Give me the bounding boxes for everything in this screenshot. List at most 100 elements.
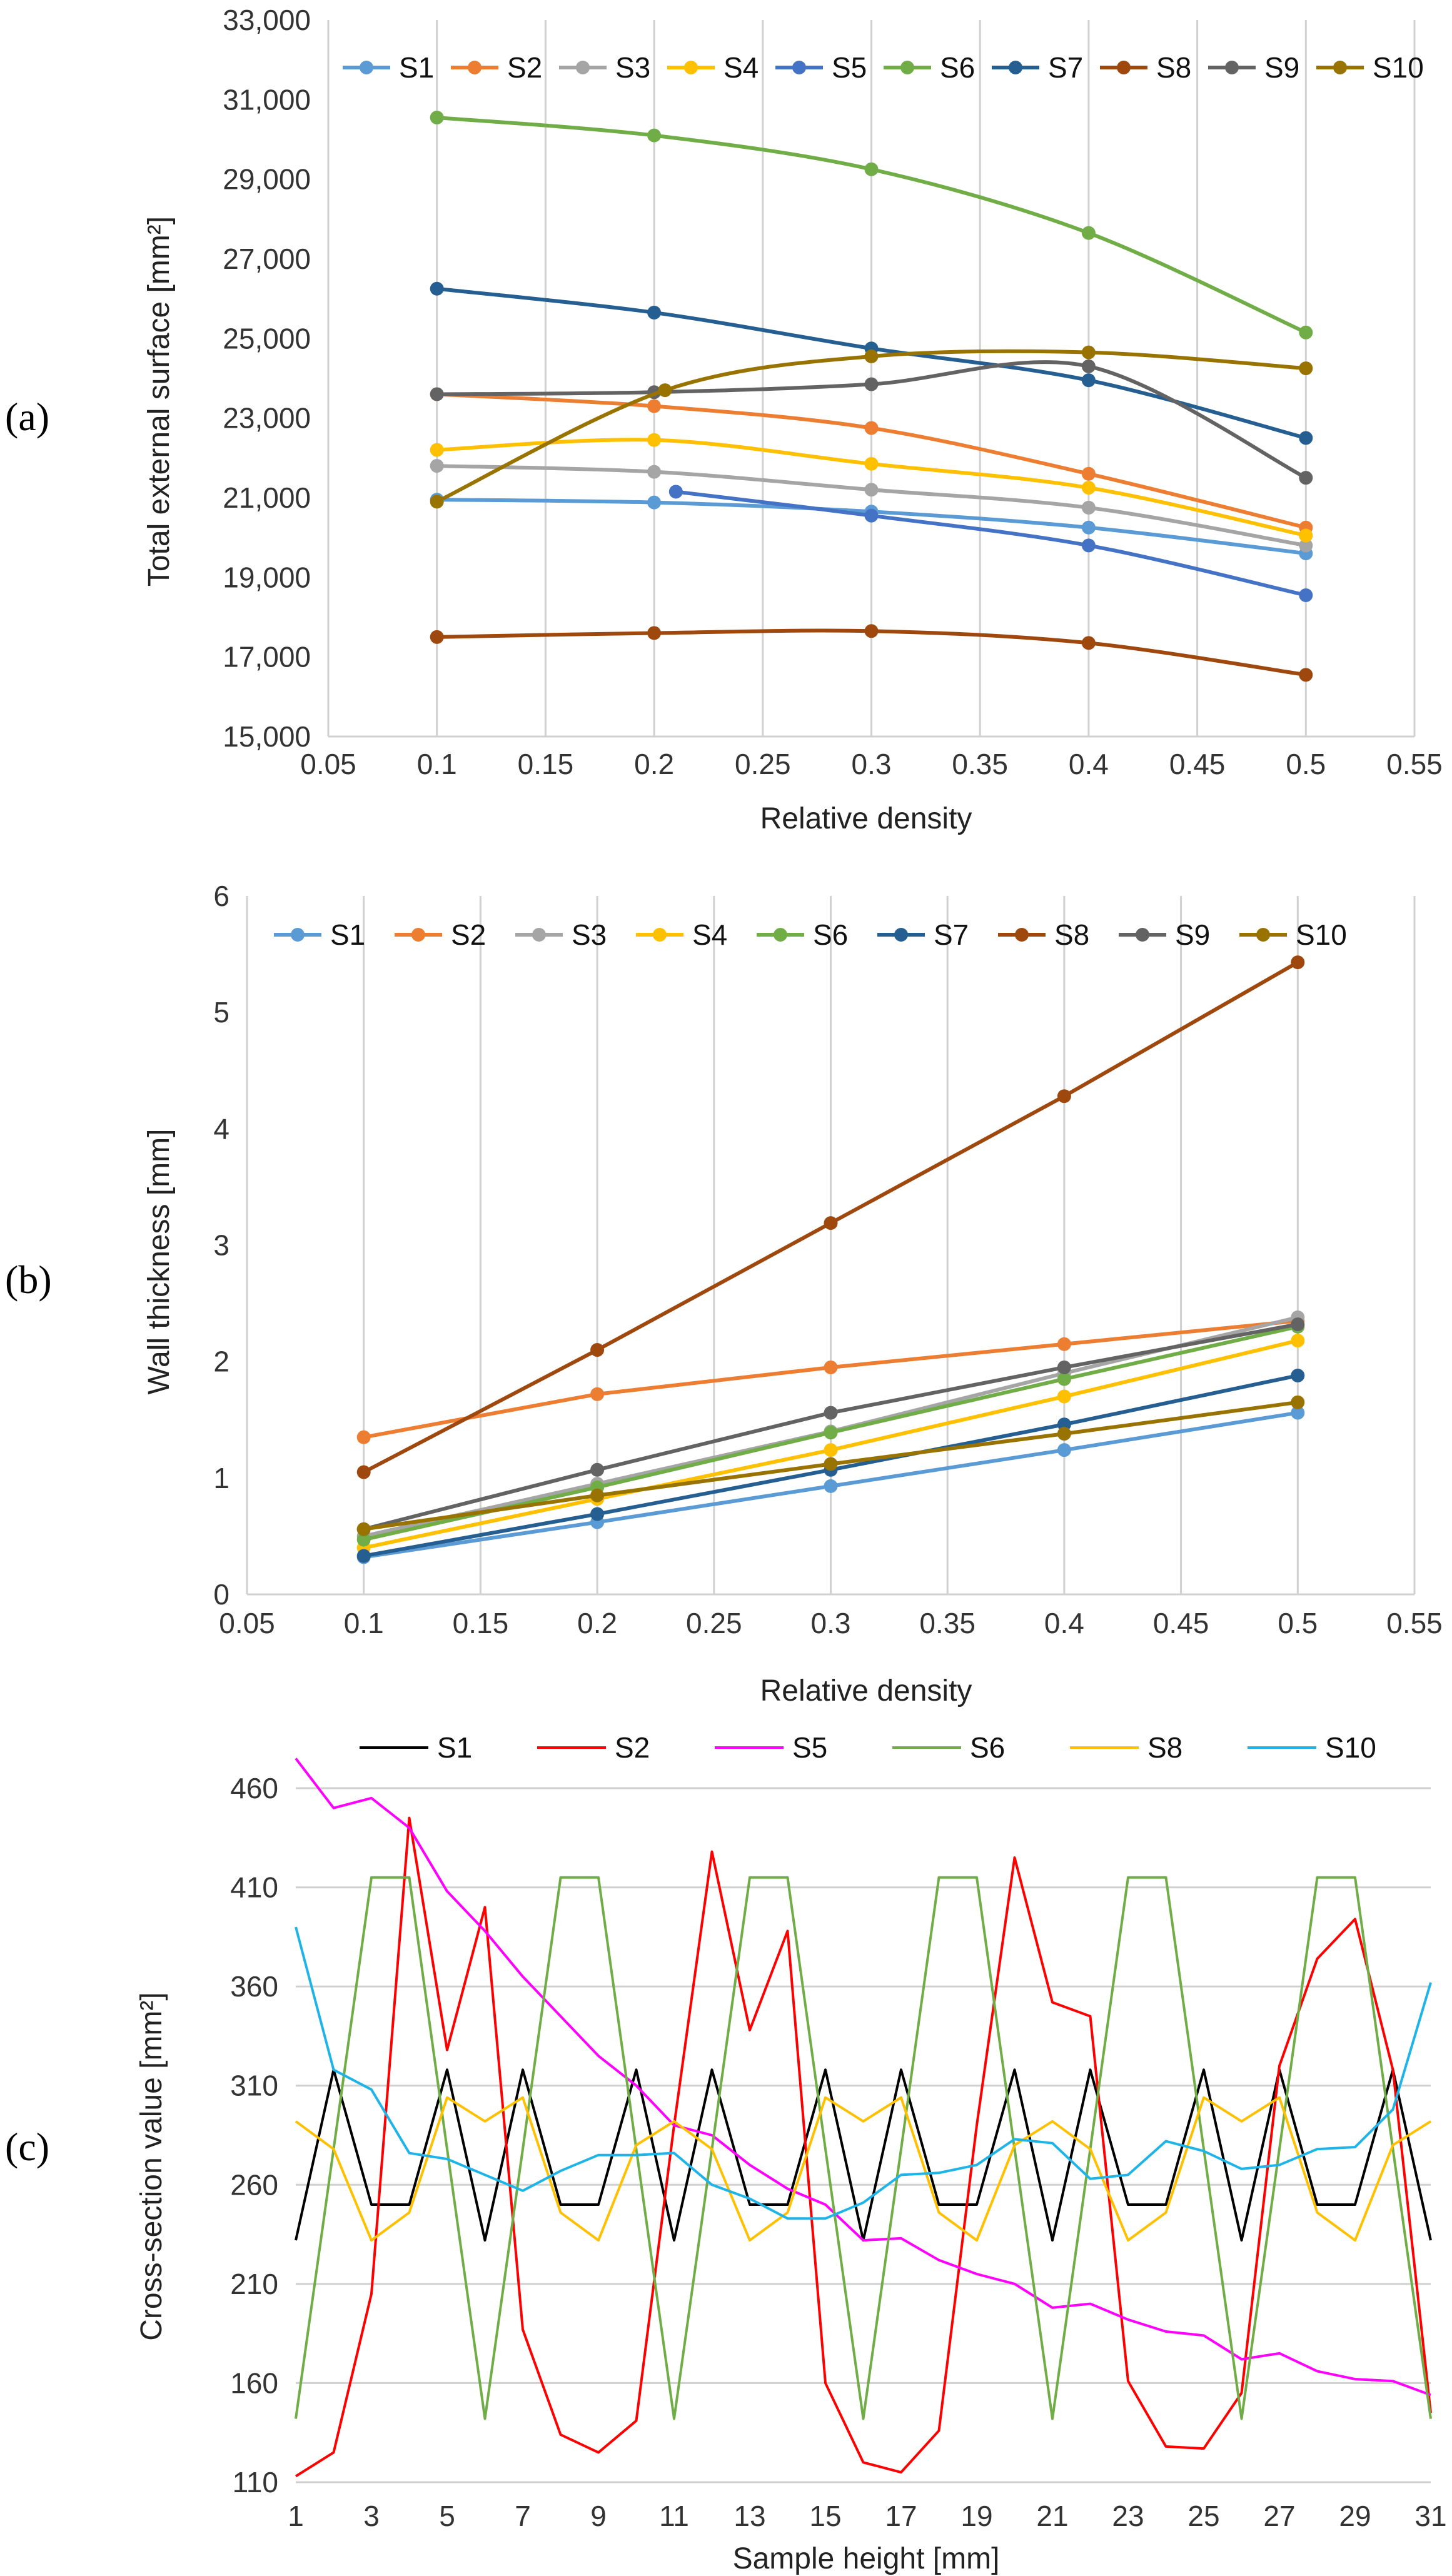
y-tick-label: 15,000 xyxy=(223,720,311,753)
legend-item-s5: S5 xyxy=(715,1731,827,1764)
legend-label: S10 xyxy=(1325,1731,1376,1764)
legend-b: S1 S2 S3 S4 S6 S7 S8 S9 S10 xyxy=(274,918,1347,951)
x-tick-label: 0.4 xyxy=(1069,748,1109,780)
y-tick-label: 17,000 xyxy=(223,641,311,673)
y-tick-label: 29,000 xyxy=(223,163,311,196)
y-tick-label: 19,000 xyxy=(223,561,311,593)
legend-item-s10: S10 xyxy=(1316,51,1424,84)
series-line-s6 xyxy=(295,1876,1432,2420)
legend-marker xyxy=(1136,928,1149,942)
legend-item-s9: S9 xyxy=(1119,918,1210,951)
data-point xyxy=(824,1406,838,1420)
x-tick-label: 31 xyxy=(1414,2500,1446,2532)
data-point xyxy=(824,1360,838,1374)
data-point xyxy=(590,1488,605,1502)
data-point xyxy=(356,1532,371,1547)
legend-label: S5 xyxy=(792,1731,827,1764)
legend-marker xyxy=(774,928,787,942)
data-point xyxy=(430,495,444,509)
data-point xyxy=(1299,471,1313,485)
legend-marker xyxy=(1333,61,1347,74)
legend-item-s6: S6 xyxy=(892,1731,1005,1764)
data-point xyxy=(430,459,444,473)
y-tick-label: 210 xyxy=(230,2268,278,2300)
data-point xyxy=(1057,1443,1071,1457)
series-line-s2 xyxy=(295,1816,1432,2478)
data-point xyxy=(647,495,662,510)
data-point xyxy=(864,624,879,638)
data-point xyxy=(864,162,879,176)
panel-a-xlabel: Relative density xyxy=(760,802,972,835)
x-tick-label: 17 xyxy=(885,2500,917,2532)
legend-marker xyxy=(900,61,914,74)
chart-panel-b: (b) Wall thickness [mm] Relative density… xyxy=(5,880,1443,1708)
y-tick-label: 31,000 xyxy=(223,83,311,116)
panel-b-ylabel: Wall thickness [mm] xyxy=(143,1129,176,1395)
x-tick-label: 3 xyxy=(363,2500,380,2532)
x-tick-label: 0.05 xyxy=(300,748,356,780)
data-point xyxy=(1291,1334,1305,1348)
legend-label: S5 xyxy=(832,51,867,84)
x-tick-label: 0.2 xyxy=(634,748,674,780)
legend-item-s6: S6 xyxy=(884,51,975,84)
legend-item-s8: S8 xyxy=(1100,51,1191,84)
legend-item-s9: S9 xyxy=(1208,51,1299,84)
y-tick-label: 0 xyxy=(213,1578,229,1611)
panel-b-xlabel: Relative density xyxy=(760,1674,972,1708)
data-point xyxy=(430,387,444,401)
data-point xyxy=(864,377,879,391)
data-point xyxy=(1081,373,1096,388)
data-point xyxy=(1291,955,1305,970)
y-tick-label: 1 xyxy=(213,1462,229,1494)
x-tick-label: 0.3 xyxy=(852,748,892,780)
data-point xyxy=(590,1387,605,1401)
data-point xyxy=(864,508,879,523)
data-point xyxy=(1291,1395,1305,1409)
x-tick-label: 23 xyxy=(1112,2500,1144,2532)
series-line-s10 xyxy=(295,1926,1432,2220)
x-tick-label: 13 xyxy=(734,2500,765,2532)
legend-item-s10: S10 xyxy=(1248,1731,1376,1764)
data-point xyxy=(864,456,879,471)
data-point xyxy=(1081,481,1096,495)
legend-marker xyxy=(1009,61,1022,74)
legend-label: S1 xyxy=(330,918,365,951)
data-point xyxy=(1291,1369,1305,1383)
data-point xyxy=(824,1443,838,1457)
y-tick-label: 110 xyxy=(233,2466,278,2498)
legend-item-s4: S4 xyxy=(636,918,727,951)
legend-marker xyxy=(291,928,305,942)
legend-label: S1 xyxy=(399,51,434,84)
legend-item-s10: S10 xyxy=(1239,918,1347,951)
series-s5 xyxy=(668,485,1313,602)
data-point xyxy=(1299,538,1313,553)
data-point xyxy=(430,110,444,124)
series-s2 xyxy=(295,1816,1432,2478)
series-s8 xyxy=(295,2096,1432,2242)
legend-marker xyxy=(1256,928,1270,942)
legend-a: S1 S2 S3 S4 S5 S6 S7 S8 S9 S10 xyxy=(343,51,1424,84)
legend-item-s2: S2 xyxy=(451,51,542,84)
legend-item-s1: S1 xyxy=(360,1731,472,1764)
panel-a-label: (a) xyxy=(5,395,49,439)
x-tick-label: 27 xyxy=(1263,2500,1295,2532)
data-point xyxy=(824,1479,838,1493)
data-point xyxy=(1057,1089,1071,1104)
data-point xyxy=(1299,325,1313,340)
data-point xyxy=(1299,528,1313,543)
legend-label: S7 xyxy=(1048,51,1083,84)
x-tick-label: 0.55 xyxy=(1386,1607,1443,1639)
data-point xyxy=(824,1457,838,1471)
data-point xyxy=(1057,1337,1071,1351)
data-point xyxy=(1299,431,1313,445)
data-point xyxy=(824,1216,838,1230)
data-point xyxy=(590,1462,605,1477)
series-s1 xyxy=(295,2068,1432,2242)
data-point xyxy=(1081,359,1096,373)
series-s8 xyxy=(356,955,1305,1479)
y-tick-label: 160 xyxy=(230,2367,278,2399)
data-point xyxy=(356,1430,371,1444)
panel-b-label: (b) xyxy=(5,1257,52,1302)
x-tick-label: 0.2 xyxy=(577,1607,617,1639)
x-tick-label: 0.45 xyxy=(1153,1607,1209,1639)
